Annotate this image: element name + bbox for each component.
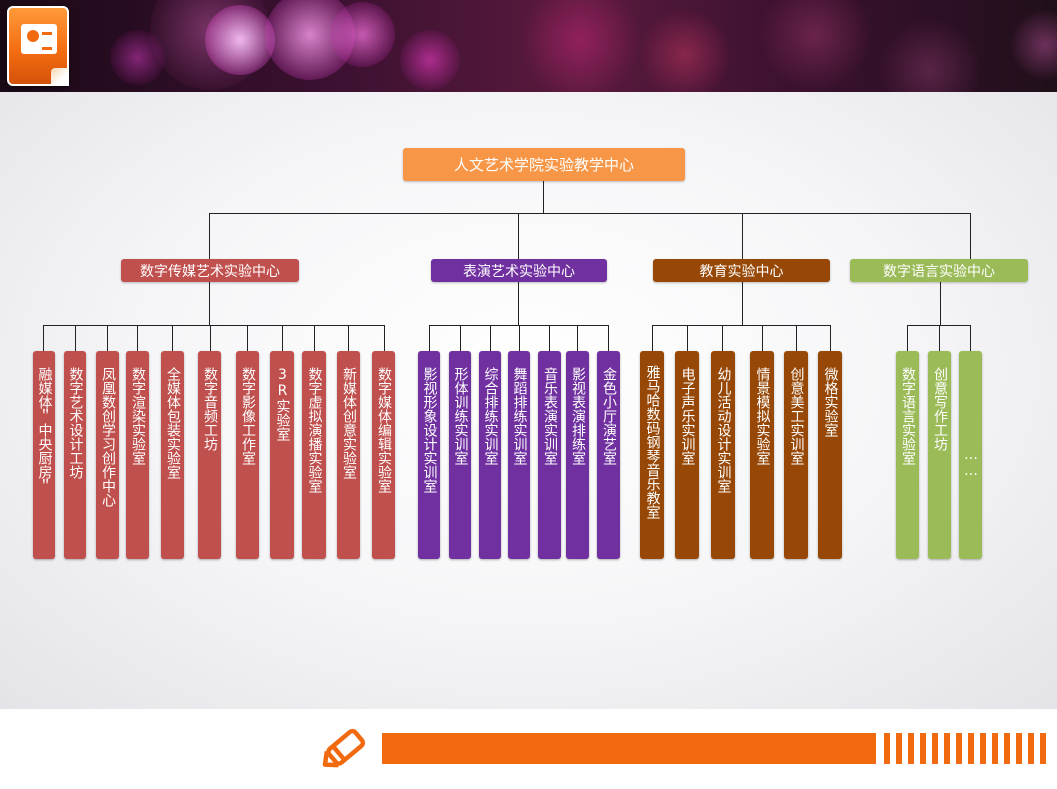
- leaf-node: 音乐表演实训室: [538, 351, 561, 559]
- leaf-node: 电子声乐实训室: [675, 351, 699, 559]
- leaf-node: 全媒体包装实验室: [161, 351, 184, 559]
- group-node-performance: 表演艺术实验中心: [431, 259, 607, 282]
- leaf-node: ……: [959, 351, 982, 559]
- pencil-icon: [322, 728, 366, 768]
- leaf-node: 数字媒体编辑实验室: [372, 351, 395, 559]
- leaf-node: 雅马哈数码钢琴音乐教室: [640, 351, 664, 559]
- leaf-node: 凤凰数创学习创作中心: [96, 351, 119, 559]
- leaf-node: 新媒体创意实验室: [337, 351, 360, 559]
- leaf-node: 微格实验室: [818, 351, 842, 559]
- leaf-node: 综合排练实训室: [479, 351, 501, 559]
- presentation-icon: [7, 6, 69, 86]
- root-node: 人文艺术学院实验教学中心: [403, 148, 685, 181]
- leaf-node: 金色小厅演艺室: [597, 351, 620, 559]
- leaf-node: 融媒体＂中央厨房＂: [33, 351, 55, 559]
- leaf-node: 幼儿活动设计实训室: [711, 351, 735, 559]
- leaf-node: 创意写作工坊: [928, 351, 951, 559]
- leaf-node: 数字音频工坊: [198, 351, 221, 559]
- leaf-node: 舞蹈排练实训室: [508, 351, 530, 559]
- leaf-node: 3R实验室: [270, 351, 294, 559]
- footer-accent-bar: [382, 733, 876, 764]
- group-node-education: 教育实验中心: [653, 259, 830, 282]
- leaf-node: 数字语言实验室: [896, 351, 919, 559]
- leaf-node: 情景模拟实验室: [750, 351, 774, 559]
- leaf-node: 形体训练实训室: [449, 351, 471, 559]
- leaf-node: 数字艺术设计工坊: [64, 351, 86, 559]
- group-node-language: 数字语言实验中心: [850, 259, 1028, 282]
- leaf-node: 影视形象设计实训室: [418, 351, 440, 559]
- leaf-node: 数字虚拟演播实验室: [302, 351, 326, 559]
- leaf-node: 数字渲染实验室: [126, 351, 149, 559]
- group-node-media: 数字传媒艺术实验中心: [121, 259, 299, 282]
- header-banner: [0, 0, 1057, 92]
- leaf-node: 影视表演排练室: [566, 351, 589, 559]
- leaf-node: 创意美工实训室: [784, 351, 808, 559]
- leaf-node: 数字影像工作室: [236, 351, 259, 559]
